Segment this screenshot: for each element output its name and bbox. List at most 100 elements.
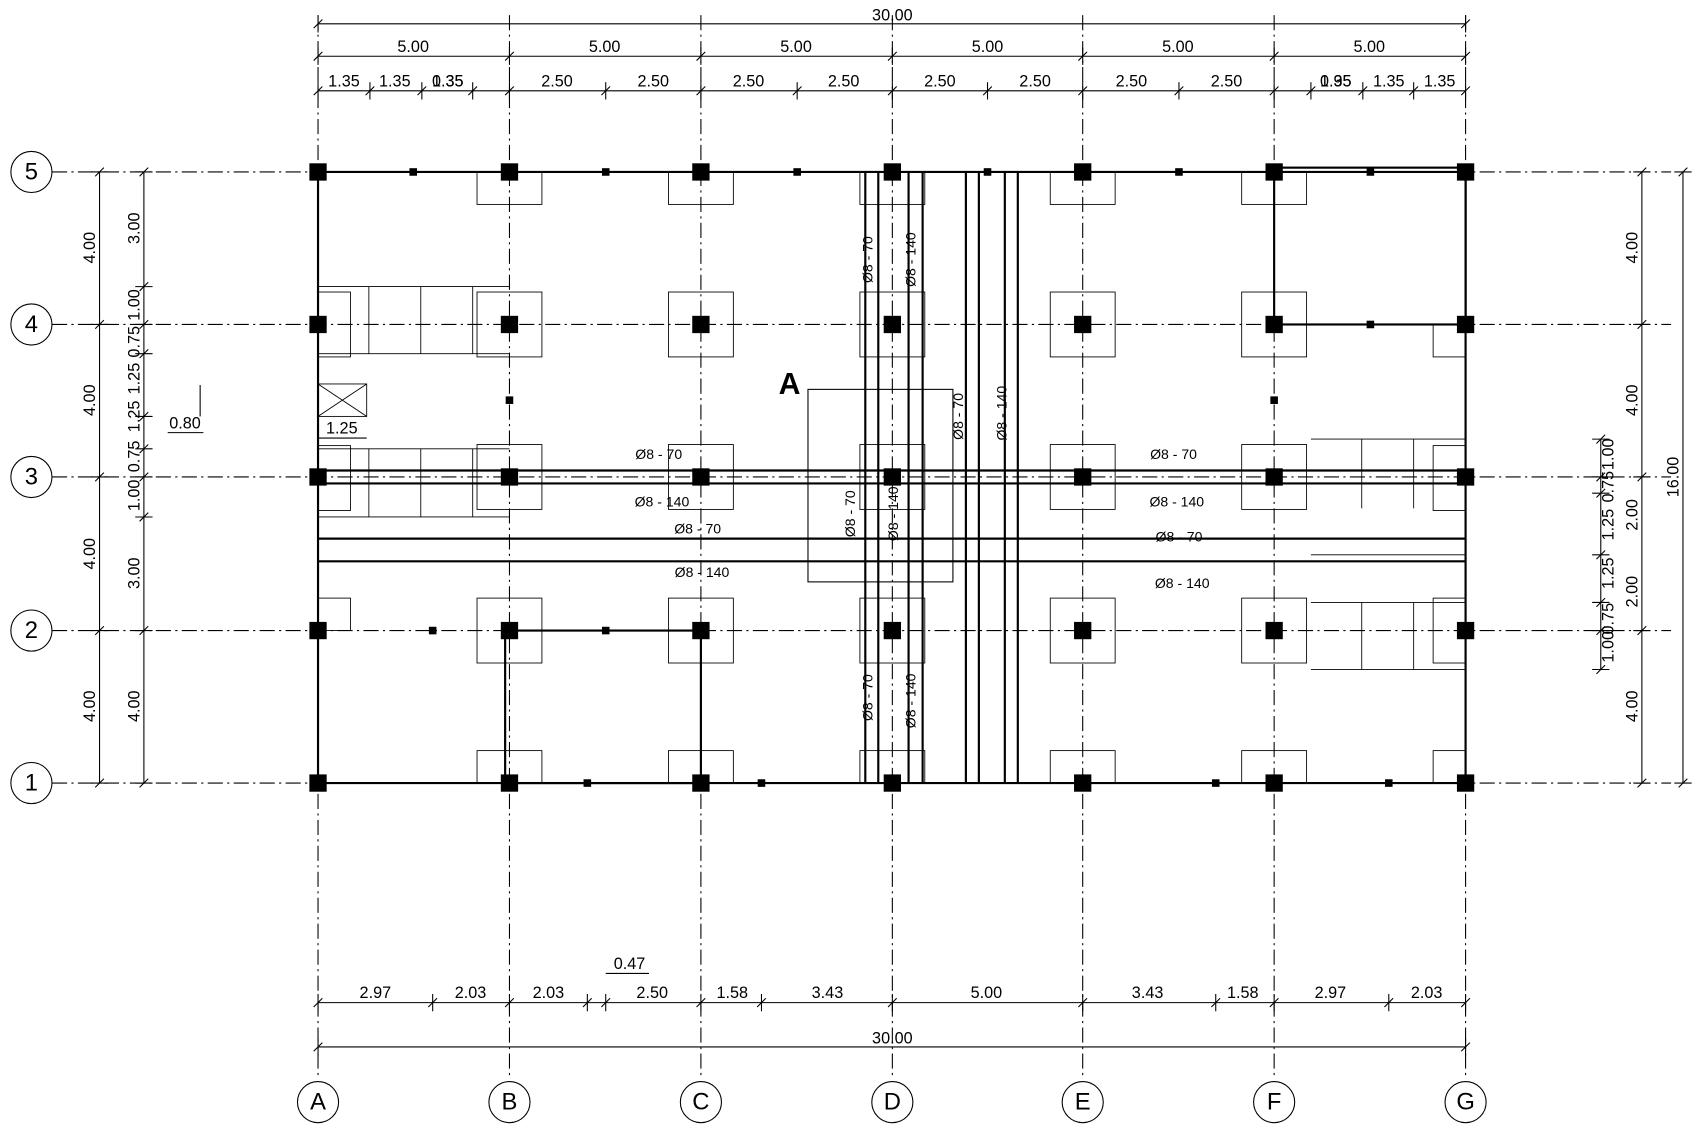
label: 2.50 — [733, 72, 765, 90]
label: 4.00 — [81, 538, 99, 570]
label: 0.75 — [1600, 471, 1618, 503]
label: 1.00 — [1600, 631, 1618, 663]
column — [883, 621, 901, 640]
label: 0.75 — [1600, 603, 1618, 635]
label: 1.25 — [326, 420, 358, 438]
column — [1265, 468, 1283, 486]
label: 4.00 — [1624, 690, 1642, 722]
post — [428, 626, 437, 635]
beam-frame — [1273, 166, 1467, 326]
label: Ø8 - 140 — [1149, 494, 1204, 510]
grid-bubble — [488, 1081, 531, 1124]
footing — [668, 444, 734, 510]
label: 5 — [25, 158, 38, 185]
label: Ø8 - 140 — [903, 232, 919, 287]
label: 30.00 — [872, 7, 913, 25]
column — [1074, 621, 1092, 640]
grid-bubble — [10, 455, 53, 499]
label: 1.35 — [1424, 72, 1456, 90]
footing — [476, 291, 543, 358]
label: 5.00 — [397, 38, 429, 56]
grid-bubble — [296, 1081, 340, 1124]
label: 4.00 — [81, 384, 99, 416]
footing — [1241, 597, 1308, 664]
grid-bubble — [10, 303, 53, 346]
label: 0.80 — [169, 414, 201, 432]
footing — [1049, 291, 1116, 358]
label: C — [692, 1088, 709, 1115]
label: 5.00 — [972, 38, 1004, 56]
label: A — [779, 368, 801, 401]
label: 1.25 — [126, 401, 144, 433]
grid-bubble — [1444, 1081, 1487, 1124]
label: Ø8 - 70 — [859, 674, 875, 721]
label: 4.00 — [81, 690, 99, 722]
label: 2.50 — [1116, 72, 1148, 90]
column — [1265, 621, 1283, 640]
label: Ø8 - 70 — [859, 236, 875, 283]
label: 16.00 — [1665, 457, 1683, 498]
label: 2.00 — [1624, 576, 1642, 608]
label: 0.35 — [432, 72, 464, 90]
grid-bubble — [10, 609, 53, 652]
label: 2.50 — [924, 72, 956, 90]
beam-frame — [504, 629, 702, 785]
label: 1.35 — [328, 72, 360, 90]
label: 0.95 — [1320, 72, 1352, 90]
label: Ø8 - 70 — [1156, 528, 1203, 544]
label: 5.00 — [1354, 38, 1386, 56]
footing — [476, 444, 543, 510]
label: 0.75 — [126, 326, 144, 358]
column — [1074, 468, 1092, 486]
footing — [1241, 444, 1308, 510]
label: G — [1456, 1088, 1475, 1115]
label: 2.50 — [1019, 72, 1051, 90]
opening — [317, 383, 368, 417]
label: 3.43 — [1132, 984, 1164, 1002]
label: 1.35 — [379, 72, 411, 90]
grid-bubble — [871, 1081, 914, 1124]
label: Ø8 - 140 — [675, 564, 730, 580]
label: E — [1075, 1088, 1091, 1115]
grid-bubble — [1253, 1081, 1296, 1124]
label: 1.58 — [716, 984, 748, 1002]
label: 2.03 — [1411, 984, 1443, 1002]
label: 1 — [25, 769, 38, 796]
label: 5.00 — [1162, 38, 1194, 56]
label: Ø8 - 140 — [885, 486, 901, 541]
label: 2.03 — [533, 984, 565, 1002]
label: 30.00 — [872, 1030, 913, 1048]
grid-bubble — [10, 150, 53, 194]
label: 3.00 — [126, 557, 144, 589]
label: 2.97 — [1315, 984, 1347, 1002]
label: 1.25 — [1600, 557, 1618, 589]
label: A — [310, 1088, 326, 1115]
grid-bubble — [1061, 1081, 1104, 1124]
label: 1.25 — [1600, 509, 1618, 541]
column — [1074, 315, 1092, 334]
label: Ø8 - 140 — [635, 494, 690, 510]
label: 0.75 — [126, 441, 144, 473]
label: 3.43 — [812, 984, 844, 1002]
footing — [859, 291, 926, 358]
label: Ø8 - 70 — [674, 521, 721, 537]
footing — [1049, 597, 1116, 664]
label: Ø8 - 140 — [1155, 575, 1210, 591]
label: 5.00 — [589, 38, 621, 56]
label: Ø8 - 70 — [1150, 446, 1197, 462]
label: Ø8 - 70 — [950, 393, 966, 440]
label: 4.00 — [1624, 232, 1642, 264]
label: F — [1267, 1088, 1282, 1115]
label: 2 — [25, 617, 38, 644]
column — [883, 468, 901, 486]
label: 4.00 — [1624, 384, 1642, 416]
line — [317, 383, 367, 417]
label: 2.50 — [636, 984, 668, 1002]
label: D — [884, 1088, 901, 1115]
label: 4 — [25, 311, 38, 338]
label: 4.00 — [81, 232, 99, 264]
label: 1.35 — [432, 72, 464, 90]
label: 3 — [25, 463, 38, 490]
